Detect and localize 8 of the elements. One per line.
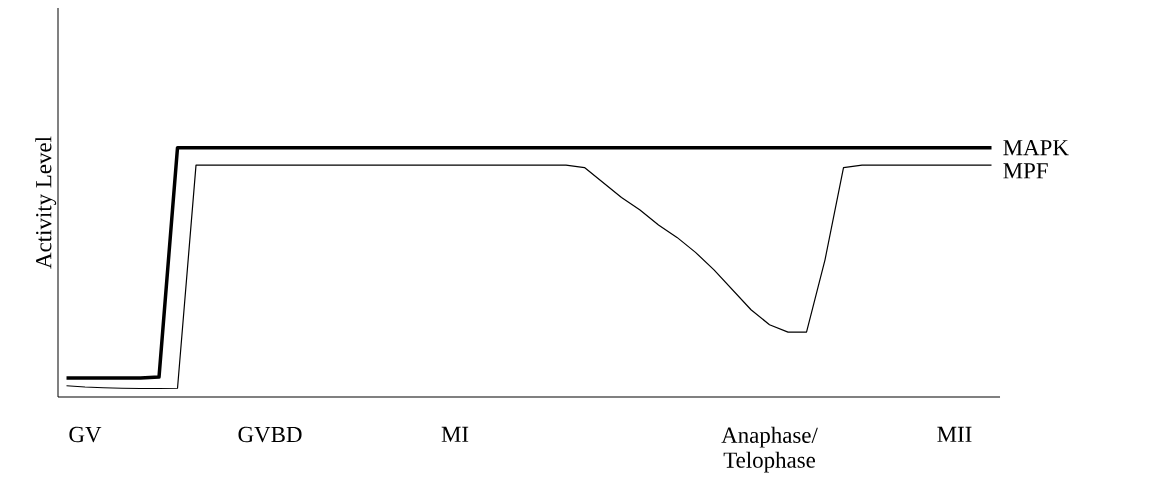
x-tick-label: MI — [441, 426, 469, 442]
y-axis-title: Activity Level — [35, 136, 57, 269]
x-tick-label: GVBD — [238, 426, 302, 443]
series-label: MAPK — [1003, 140, 1069, 156]
series-label: MPF — [1003, 163, 1048, 179]
x-tick-label: MII — [937, 426, 972, 442]
x-tick-label: Anaphase/ Telophase — [721, 426, 818, 473]
x-tick-label: GV — [69, 426, 102, 443]
